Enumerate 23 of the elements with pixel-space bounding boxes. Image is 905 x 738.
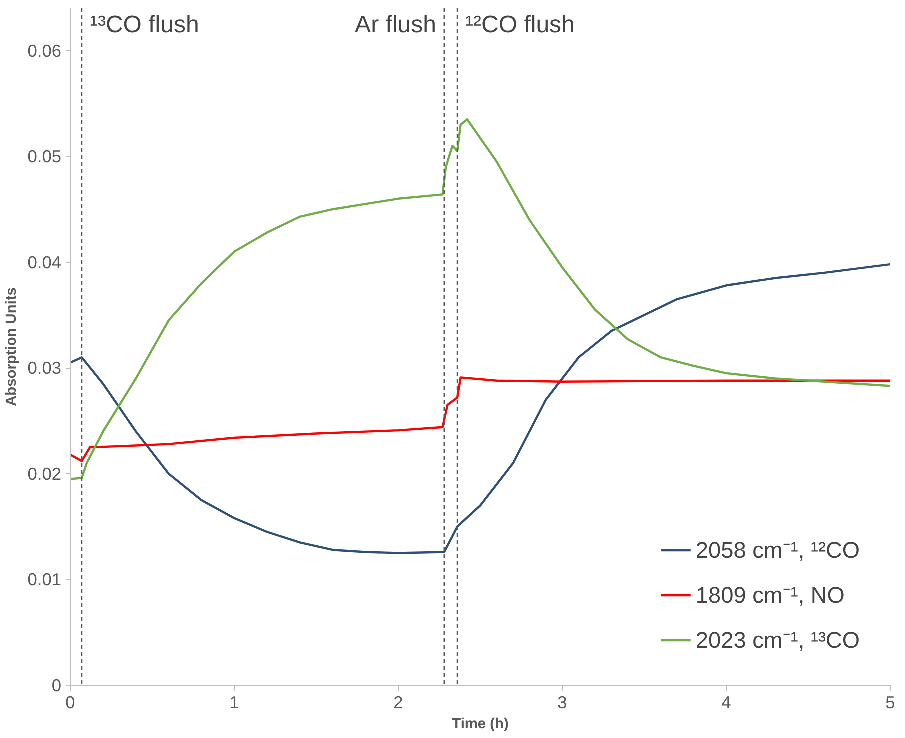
line-series — [70, 376, 890, 462]
y-tick-label: 0.01 — [28, 570, 62, 590]
x-tick-label: 2 — [394, 692, 404, 712]
y-tick-label: 0.04 — [28, 252, 62, 272]
y-tick-label: 0.03 — [28, 358, 62, 378]
y-axis-title: Absorption Units — [4, 288, 20, 406]
line-series — [70, 118, 890, 480]
x-tick-label: 0 — [66, 692, 76, 712]
y-tick-label: 0.05 — [28, 146, 62, 167]
x-axis-title: Time (h) — [452, 716, 509, 732]
ref-line-label: ¹³CO flush — [90, 12, 200, 38]
y-tick-label: 0 — [52, 676, 62, 696]
legend-label: 2023 cm⁻¹, ¹³CO — [696, 626, 860, 655]
y-tick-label: 0.02 — [28, 464, 62, 484]
ref-line-label: Ar flush — [355, 12, 436, 38]
x-tick-label: 5 — [886, 692, 896, 712]
legend-label: 1809 cm⁻¹, NO — [696, 581, 845, 610]
x-tick-label: 1 — [230, 692, 240, 712]
y-tick-label: 0.06 — [28, 40, 62, 61]
ref-line-label: ¹²CO flush — [466, 12, 575, 38]
legend-label: 2058 cm⁻¹, ¹²CO — [696, 536, 860, 565]
x-tick-label: 4 — [722, 692, 732, 712]
x-tick-label: 3 — [558, 692, 568, 712]
